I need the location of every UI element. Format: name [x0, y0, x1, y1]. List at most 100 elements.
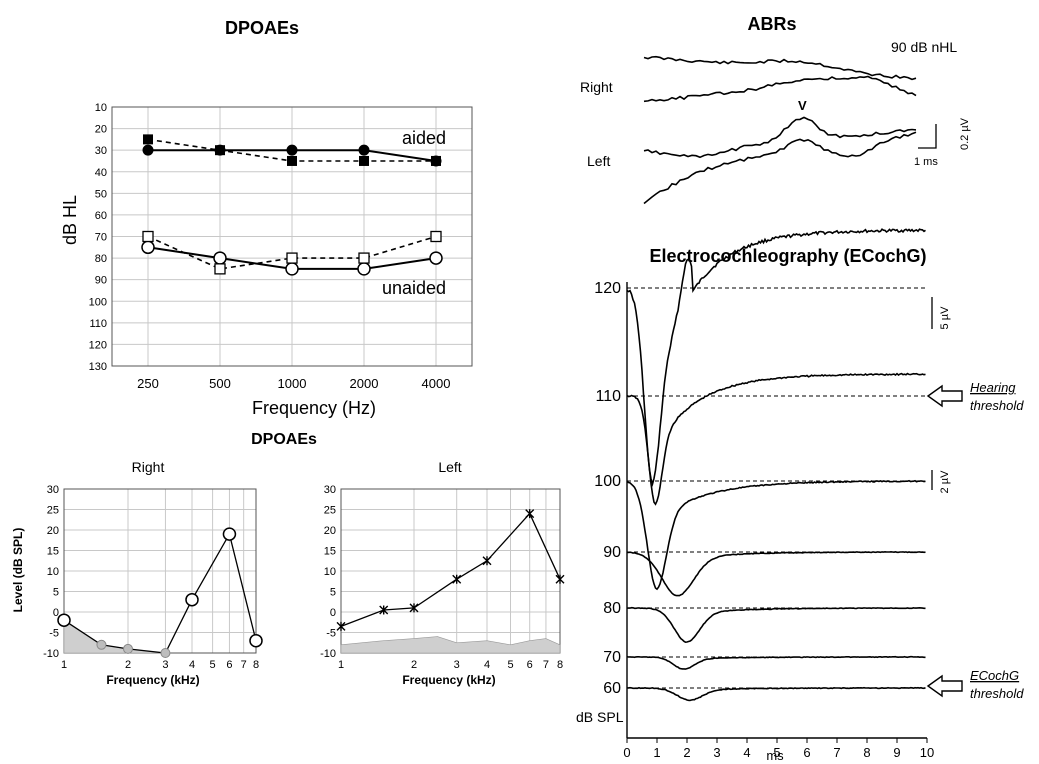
abr-scale-time: 1 ms	[914, 156, 938, 168]
abr-level-label: 90 dB nHL	[891, 39, 957, 55]
abr-right-trace-1	[643, 55, 917, 81]
level-ytick: -10	[43, 648, 59, 660]
noise-floor-area	[63, 619, 166, 654]
level-xtick: 3	[162, 659, 168, 671]
level-xtick: 6	[527, 659, 533, 671]
right-ylabel: Level (dB SPL)	[11, 528, 25, 613]
ecochg-trace-90	[626, 550, 926, 597]
audiogram-point	[358, 144, 370, 156]
ecochg-xtick: 10	[920, 745, 934, 760]
level-xtick: 1	[61, 659, 67, 671]
ecochg-trace-80	[626, 606, 926, 644]
level-point	[336, 621, 346, 631]
audiogram-point	[286, 252, 298, 264]
ecochg-trace-60	[627, 686, 926, 702]
audiogram-ytick: 110	[89, 318, 107, 330]
abr-right-trace-2	[643, 75, 917, 103]
ecochg-threshold-label-2: threshold	[970, 686, 1024, 701]
audiogram-point	[142, 144, 154, 156]
level-point-noise	[96, 639, 107, 650]
level-point	[222, 527, 237, 541]
ecochg-xtick: 6	[803, 745, 810, 760]
audiogram-point	[142, 230, 154, 243]
ecochg-xtick: 4	[743, 745, 750, 760]
ecochg-threshold-arrow-icon	[926, 674, 963, 698]
ecochg-threshold-label-1: ECochG	[970, 668, 1019, 683]
ecochg-trace-110	[626, 372, 926, 506]
level-point	[57, 613, 71, 627]
audiogram-ytick: 90	[95, 275, 107, 287]
ecochg-level-label: 100	[594, 473, 621, 490]
level-series-line	[63, 532, 257, 654]
level-xtick: 3	[454, 659, 460, 671]
audiogram-point	[213, 251, 227, 265]
level-series-line	[340, 512, 561, 628]
ecochg-level-label: 90	[603, 544, 621, 561]
hearing-threshold-label-2: threshold	[970, 398, 1024, 413]
level-point-noise	[160, 648, 171, 658]
ecochg-level-label: 120	[594, 280, 621, 297]
dpoae-level-title: DPOAEs	[251, 431, 317, 448]
level-ytick: 20	[324, 525, 336, 537]
abr-right-label: Right	[580, 79, 613, 95]
abr-scale-bar	[918, 124, 937, 149]
audiogram-series	[141, 134, 443, 276]
audiogram-point	[358, 252, 370, 264]
audiogram-xtick: 2000	[350, 376, 379, 391]
audiogram-point	[429, 251, 443, 265]
level-ytick: -5	[326, 628, 336, 640]
level-ytick: 30	[324, 484, 336, 496]
unaided-label: unaided	[382, 278, 446, 298]
audiogram-point	[285, 262, 299, 276]
audiogram-ytick: 100	[89, 296, 107, 308]
level-point	[452, 574, 462, 584]
abr-left-trace-2	[643, 131, 917, 205]
level-xtick: 6	[226, 659, 232, 671]
audiogram-point	[430, 230, 442, 243]
audiogram-point	[431, 155, 441, 166]
ecochg-xtick: 2	[683, 745, 690, 760]
level-point	[409, 603, 419, 613]
ecochg-xtick: 1	[653, 745, 660, 760]
level-xtick: 8	[557, 659, 563, 671]
audiogram-x-ticks: 250 500 1000 2000 4000	[137, 376, 450, 391]
ecochg-xtick: 0	[623, 745, 630, 760]
level-ytick: 25	[47, 505, 59, 517]
abr-title: ABRs	[747, 14, 796, 34]
level-ytick: 10	[324, 566, 336, 578]
level-point	[249, 633, 263, 648]
aided-label: aided	[402, 128, 446, 148]
level-xtick: 5	[507, 659, 513, 671]
audiogram-point	[141, 240, 155, 255]
ecochg-xtick: 8	[863, 745, 870, 760]
left-ear-chart: 30 25 20 15 10 5 0 -5 -101 2 3 4 5 6 7 8	[320, 484, 565, 671]
level-xtick: 4	[189, 659, 195, 671]
audiogram-xtick: 500	[209, 376, 231, 391]
level-point	[482, 556, 492, 566]
level-point	[185, 592, 199, 607]
level-ytick: 20	[47, 525, 59, 537]
level-ytick: 0	[53, 607, 59, 619]
audiogram-point	[359, 155, 369, 166]
ecochg-trace-100	[626, 479, 926, 591]
ecochg-level-label: 110	[595, 388, 621, 405]
level-point	[555, 574, 565, 584]
ecochg-level-label: 80	[603, 600, 621, 617]
abr-left-label: Left	[587, 153, 610, 169]
left-subtitle: Left	[438, 459, 461, 475]
audiogram-ytick: 70	[95, 232, 107, 244]
level-xtick: 5	[210, 659, 216, 671]
audiogram-xtick: 4000	[422, 376, 451, 391]
ecochg-unit: dB SPL	[576, 709, 624, 725]
level-xtick: 2	[125, 659, 131, 671]
right-subtitle: Right	[132, 459, 165, 475]
level-xtick: 2	[411, 659, 417, 671]
left-xlabel: Frequency (kHz)	[402, 673, 495, 687]
abr-scale-amplitude: 0.2 µV	[959, 117, 971, 150]
scale-bar-5uv-label: 5 µV	[939, 306, 951, 330]
level-xtick: 7	[543, 659, 549, 671]
audiogram-point	[214, 263, 226, 275]
audiogram-frame	[111, 106, 473, 367]
